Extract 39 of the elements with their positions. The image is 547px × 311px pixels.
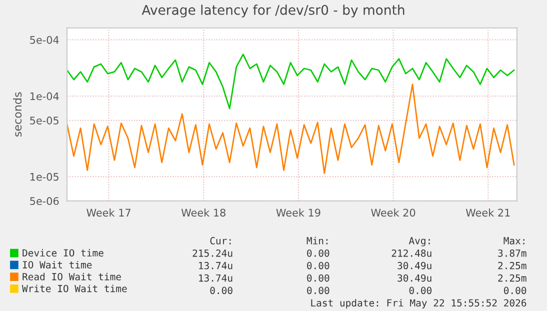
text: 0.00 (307, 286, 330, 294)
text: 0.00 (307, 274, 330, 282)
y-tick-label: 1e-04 (30, 92, 59, 100)
text: 30.49u (398, 262, 432, 270)
text: 0.00 (307, 262, 330, 270)
text: 13.74u (199, 274, 232, 282)
text: 3.87m (498, 249, 526, 257)
text: Max: (504, 237, 524, 244)
text: Cur: (210, 237, 231, 244)
text: 215.24u (192, 249, 232, 257)
x-tick-label: Week 20 (371, 208, 416, 217)
x-tick-label: Week 21 (466, 208, 510, 217)
text: 0.00 (307, 249, 330, 257)
line-series (67, 54, 515, 110)
y-tick-label: 5e-04 (30, 36, 59, 44)
legend-label: Read IO Wait time (22, 272, 121, 280)
text: 0.00 (210, 286, 232, 294)
text: Avg: (408, 237, 430, 246)
chart-title: Average latency for /dev/sr0 - by month (142, 4, 404, 18)
text: 30.49u (398, 274, 432, 282)
x-tick-label: Week 18 (181, 208, 226, 217)
x-tick-label: Week 17 (86, 208, 130, 217)
text: 0.00 (504, 286, 526, 294)
text: 13.74u (199, 262, 232, 270)
y-tick-label: 5e-05 (30, 116, 58, 124)
y-axis-title: seconds (13, 92, 22, 137)
y-tick-label: 5e-06 (30, 197, 59, 206)
text: 0.00 (409, 286, 432, 294)
legend-label: IO Wait time (22, 260, 92, 268)
text: Min: (306, 236, 328, 244)
text: 2.25m (498, 262, 526, 270)
x-tick-label: Week 19 (276, 208, 320, 217)
legend-label: Write IO Wait time (22, 284, 127, 292)
text: Last update: Fri May 22 15:55:52 2026 (311, 299, 526, 308)
text: 212.48u (392, 249, 432, 257)
text: 2.25m (498, 274, 526, 282)
y-tick-label: 1e-05 (30, 172, 58, 181)
line-series (67, 84, 515, 174)
legend-label: Device IO time (22, 249, 104, 257)
